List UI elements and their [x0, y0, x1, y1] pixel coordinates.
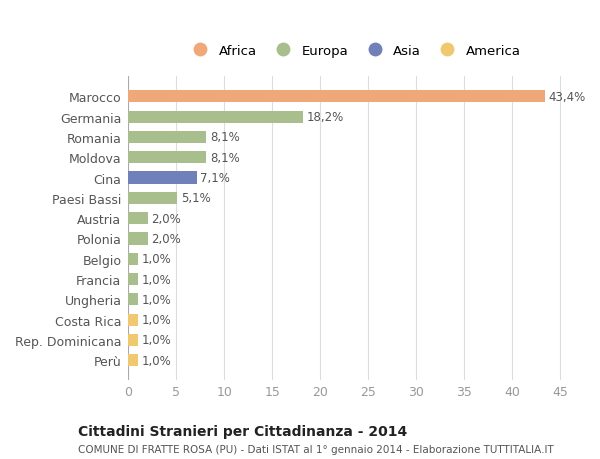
Bar: [128, 91, 545, 103]
Bar: [128, 172, 197, 184]
Text: 43,4%: 43,4%: [549, 90, 586, 104]
Text: 7,1%: 7,1%: [200, 172, 230, 185]
Text: 1,0%: 1,0%: [142, 354, 172, 367]
Bar: [128, 112, 303, 123]
Bar: [128, 334, 138, 346]
Text: Cittadini Stranieri per Cittadinanza - 2014: Cittadini Stranieri per Cittadinanza - 2…: [78, 425, 407, 438]
Bar: [128, 192, 178, 205]
Text: 1,0%: 1,0%: [142, 273, 172, 286]
Bar: [128, 314, 138, 326]
Bar: [128, 294, 138, 306]
Bar: [128, 132, 206, 144]
Text: COMUNE DI FRATTE ROSA (PU) - Dati ISTAT al 1° gennaio 2014 - Elaborazione TUTTIT: COMUNE DI FRATTE ROSA (PU) - Dati ISTAT …: [78, 444, 554, 454]
Text: 5,1%: 5,1%: [181, 192, 211, 205]
Bar: [128, 354, 138, 367]
Bar: [128, 233, 148, 245]
Text: 1,0%: 1,0%: [142, 334, 172, 347]
Text: 2,0%: 2,0%: [151, 232, 181, 246]
Bar: [128, 152, 206, 164]
Text: 2,0%: 2,0%: [151, 212, 181, 225]
Text: 1,0%: 1,0%: [142, 293, 172, 306]
Bar: [128, 274, 138, 285]
Text: 8,1%: 8,1%: [210, 151, 240, 164]
Text: 1,0%: 1,0%: [142, 313, 172, 326]
Bar: [128, 213, 148, 225]
Legend: Africa, Europa, Asia, America: Africa, Europa, Asia, America: [187, 45, 521, 57]
Text: 1,0%: 1,0%: [142, 253, 172, 266]
Text: 18,2%: 18,2%: [307, 111, 344, 124]
Bar: [128, 253, 138, 265]
Text: 8,1%: 8,1%: [210, 131, 240, 144]
